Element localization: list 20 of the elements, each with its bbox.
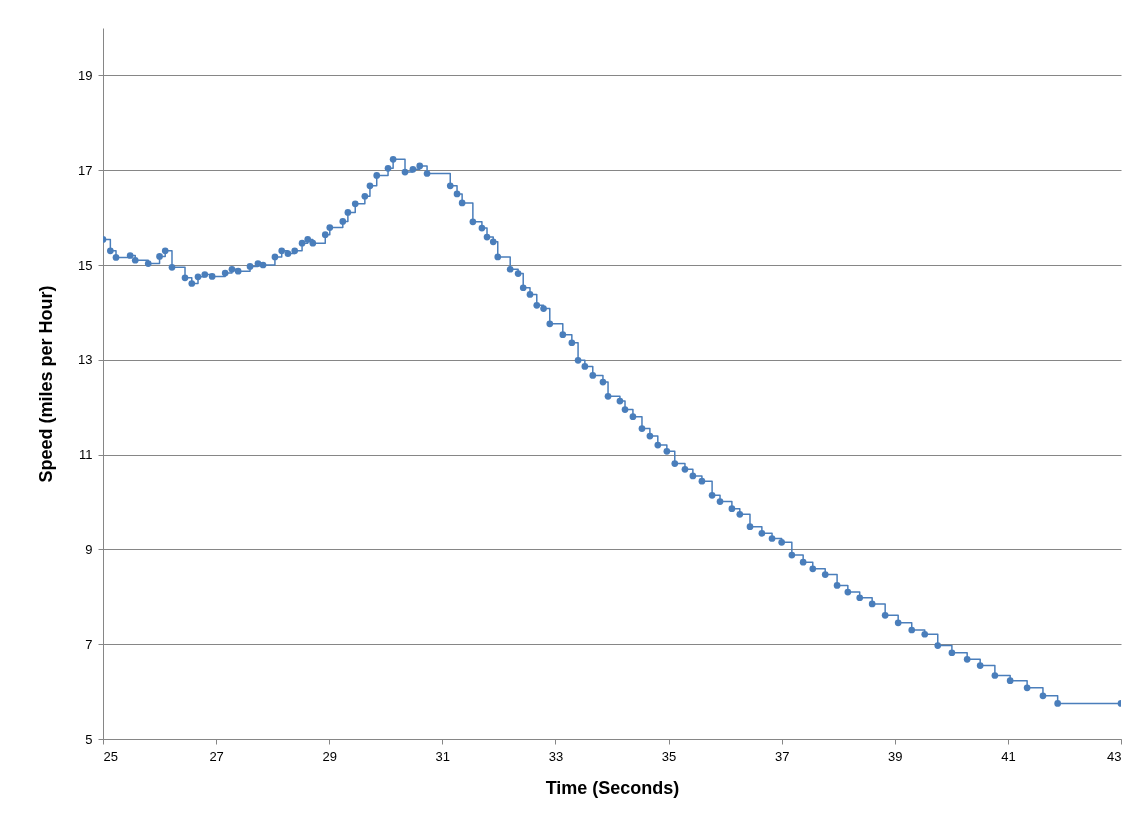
y-tick-label: 7 [85, 636, 93, 652]
x-tick-label: 43 [1107, 748, 1122, 764]
x-tick-label: 25 [103, 748, 118, 764]
y-tick-label: 5 [85, 731, 93, 747]
y-tick-label: 13 [78, 352, 93, 368]
y-tick-label: 11 [79, 447, 93, 463]
x-tick-label: 39 [888, 748, 903, 764]
x-tick-label: 27 [209, 748, 224, 764]
y-tick-label: 17 [78, 162, 93, 178]
x-tick-label: 31 [435, 748, 451, 764]
y-tick-label: 9 [85, 541, 93, 557]
x-axis-title: Time (Seconds) [545, 777, 680, 798]
x-tick-label: 33 [548, 748, 564, 764]
y-tick-label: 15 [78, 257, 93, 273]
x-tick-label: 41 [1001, 748, 1016, 764]
y-axis-title: Speed (miles per Hour) [36, 285, 57, 483]
x-tick-label: 35 [661, 748, 677, 764]
x-tick-label: 37 [774, 748, 790, 764]
y-tick-label: 19 [78, 67, 93, 83]
x-tick-label: 29 [322, 748, 337, 764]
